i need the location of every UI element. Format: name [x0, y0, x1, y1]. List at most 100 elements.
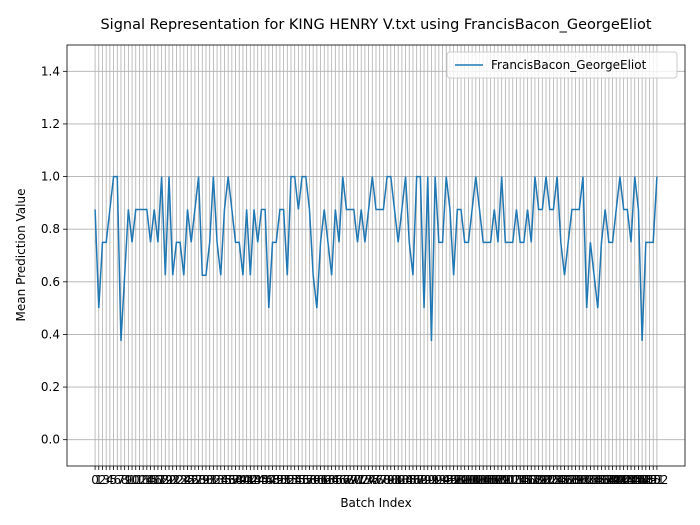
y-tick-label: 0.2: [41, 380, 60, 394]
x-tick-label: 75: [365, 473, 380, 487]
x-tick-label: 92: [427, 473, 442, 487]
x-tick-label: 64: [324, 473, 339, 487]
x-tick-label: 134: [579, 473, 602, 487]
plot-frame: [66, 44, 686, 467]
x-tick-label: 81: [387, 473, 402, 487]
x-tick-label: 151: [642, 473, 665, 487]
x-tick-label: 103: [464, 473, 487, 487]
x-tick-label: 32: [206, 473, 221, 487]
x-tick-label: 46: [257, 473, 272, 487]
x-tick-label: 49: [269, 473, 284, 487]
x-tick-label: 18: [154, 473, 169, 487]
x-tick-label: 60: [309, 473, 324, 487]
x-tick-label: 42: [243, 473, 258, 487]
x-tick-label: 86: [405, 473, 420, 487]
x-tick-label: 59: [306, 473, 321, 487]
x-tick-label: 34: [213, 473, 228, 487]
data-line: [94, 175, 658, 342]
x-tick-label: 99: [453, 473, 468, 487]
x-tick-label: 140: [601, 473, 624, 487]
x-tick-label: 115: [509, 473, 532, 487]
x-tick-label: 24: [176, 473, 191, 487]
x-tick-label: 111: [494, 473, 517, 487]
legend-box: [446, 51, 678, 79]
x-tick-label: 110: [490, 473, 513, 487]
x-tick-label: 17: [150, 473, 165, 487]
x-tick-label: 35: [217, 473, 232, 487]
x-tick-label: 51: [276, 473, 291, 487]
x-tick-label: 129: [560, 473, 583, 487]
x-tick-label: 63: [320, 473, 335, 487]
x-tick-label: 19: [158, 473, 173, 487]
x-tick-label: 22: [169, 473, 184, 487]
x-tick-label: 56: [294, 473, 309, 487]
y-tick-label: 1.4: [41, 64, 60, 78]
x-tick-label: 73: [357, 473, 372, 487]
x-tick-label: 40: [235, 473, 250, 487]
x-tick-label: 30: [198, 473, 213, 487]
x-tick-label: 69: [342, 473, 357, 487]
x-tick-label: 0: [91, 473, 99, 487]
x-tick-label: 13: [136, 473, 151, 487]
y-tick-label: 0.4: [41, 327, 60, 341]
x-tick-label: 4: [106, 473, 114, 487]
x-tick-label: 61: [313, 473, 328, 487]
x-tick-label: 79: [379, 473, 394, 487]
x-tick-label: 37: [224, 473, 239, 487]
x-tick-label: 95: [439, 473, 454, 487]
x-tick-label: 25: [180, 473, 195, 487]
x-tick-label: 26: [184, 473, 199, 487]
x-tick-label: 76: [368, 473, 383, 487]
x-tick-label: 65: [328, 473, 343, 487]
x-tick-label: 104: [468, 473, 491, 487]
x-tick-label: 102: [461, 473, 484, 487]
x-tick-label: 55: [291, 473, 306, 487]
x-tick-label: 149: [634, 473, 657, 487]
x-tick-label: 88: [413, 473, 428, 487]
x-tick-label: 5: [110, 473, 118, 487]
y-tick-label: 0.8: [41, 222, 60, 236]
x-tick-label: 150: [638, 473, 661, 487]
x-tick-label: 36: [221, 473, 236, 487]
x-tick-label: 117: [516, 473, 539, 487]
x-tick-label: 114: [505, 473, 528, 487]
x-tick-label: 52: [280, 473, 295, 487]
x-tick-label: 126: [549, 473, 572, 487]
x-tick-label: 120: [527, 473, 550, 487]
x-tick-label: 68: [339, 473, 354, 487]
x-tick-label: 132: [572, 473, 595, 487]
x-tick-label: 74: [361, 473, 376, 487]
x-tick-label: 80: [383, 473, 398, 487]
x-tick-label: 139: [597, 473, 620, 487]
x-tick-label: 53: [283, 473, 298, 487]
x-tick-label: 143: [612, 473, 635, 487]
x-tick-label: 50: [272, 473, 287, 487]
x-tick-label: 101: [457, 473, 480, 487]
y-tick-label: 0.6: [41, 275, 60, 289]
x-tick-label: 124: [542, 473, 565, 487]
x-tick-label: 96: [442, 473, 457, 487]
x-tick-label: 39: [232, 473, 247, 487]
legend-label: FrancisBacon_GeorgeEliot: [491, 58, 647, 72]
x-tick-label: 127: [553, 473, 576, 487]
x-tick-label: 84: [398, 473, 413, 487]
x-tick-label: 141: [605, 473, 628, 487]
y-tick-label: 1.0: [41, 170, 60, 184]
x-tick-label: 106: [475, 473, 498, 487]
x-tick-label: 148: [631, 473, 654, 487]
x-tick-label: 33: [209, 473, 224, 487]
x-tick-label: 146: [623, 473, 646, 487]
x-tick-label: 130: [564, 473, 587, 487]
x-tick-label: 70: [346, 473, 361, 487]
x-tick-label: 144: [616, 473, 639, 487]
x-tick-label: 41: [239, 473, 254, 487]
x-tick-label: 10: [124, 473, 139, 487]
x-tick-label: 6: [113, 473, 121, 487]
x-axis-label: Batch Index: [340, 496, 411, 510]
x-tick-label: 66: [331, 473, 346, 487]
x-tick-label: 54: [287, 473, 302, 487]
x-tick-label: 97: [446, 473, 461, 487]
x-tick-label: 3: [102, 473, 110, 487]
y-tick-label: 0.0: [41, 433, 60, 447]
